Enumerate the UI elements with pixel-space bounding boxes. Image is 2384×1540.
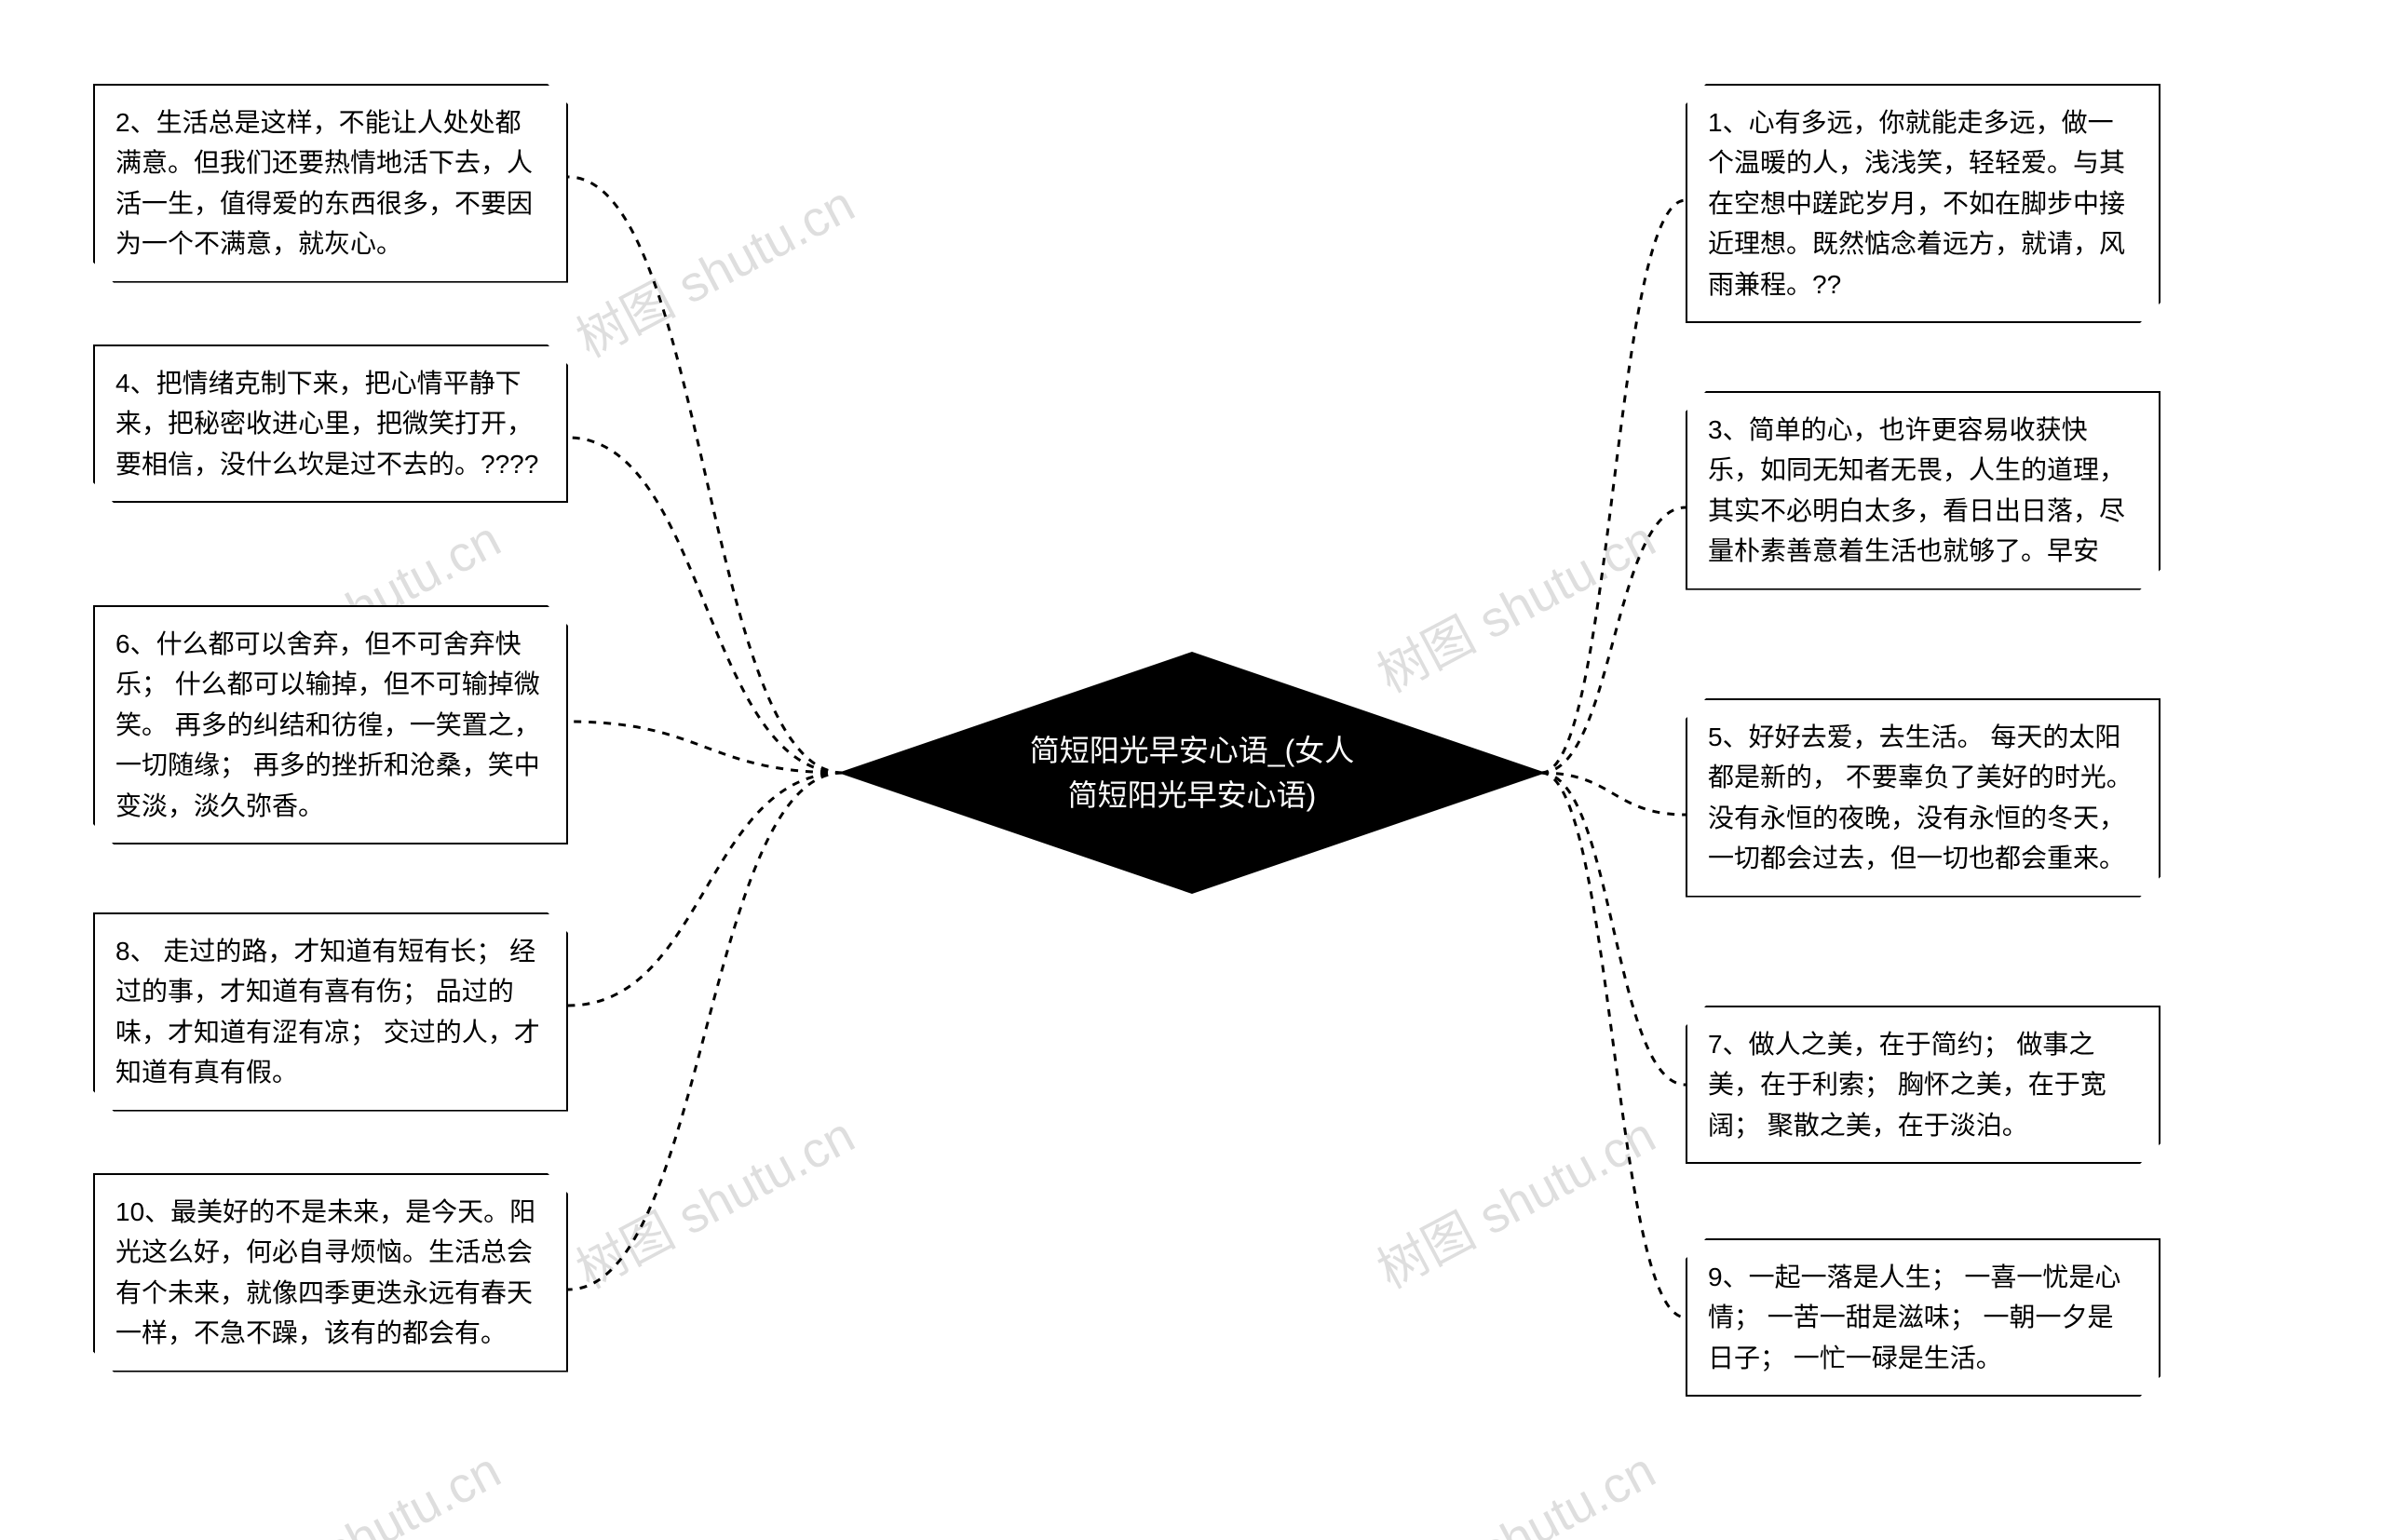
diamond-shape <box>838 652 1546 894</box>
leaf-node-4: 4、把情绪克制下来，把心情平静下来，把秘密收进心里，把微笑打开，要相信，没什么坎… <box>93 344 568 503</box>
watermark: 树图 shutu.cn <box>1362 1430 1666 1540</box>
leaf-node-9: 9、一起一落是人生； 一喜一忧是心情； 一苦一甜是滋味； 一朝一夕是日子； 一忙… <box>1686 1238 2160 1397</box>
leaf-node-2: 2、生活总是这样，不能让人处处都满意。但我们还要热情地活下去，人活一生，值得爱的… <box>93 84 568 283</box>
watermark: 树图 shutu.cn <box>562 1095 865 1303</box>
watermark: 树图 shutu.cn <box>1362 1095 1666 1303</box>
leaf-node-3: 3、简单的心，也许更容易收获快乐，如同无知者无畏，人生的道理，其实不必明白太多，… <box>1686 391 2160 590</box>
leaf-node-8: 8、 走过的路，才知道有短有长； 经过的事，才知道有喜有伤； 品过的味，才知道有… <box>93 912 568 1112</box>
leaf-node-7: 7、做人之美，在于简约； 做事之美，在于利索； 胸怀之美，在于宽阔； 聚散之美，… <box>1686 1006 2160 1164</box>
leaf-node-5: 5、好好去爱，去生活。 每天的太阳都是新的， 不要辜负了美好的时光。 没有永恒的… <box>1686 698 2160 898</box>
watermark: 树图 shutu.cn <box>208 1430 511 1540</box>
leaf-node-6: 6、什么都可以舍弃，但不可舍弃快乐； 什么都可以输掉，但不可输掉微笑。 再多的纠… <box>93 605 568 844</box>
leaf-node-1: 1、心有多远，你就能走多远，做一个温暖的人，浅浅笑，轻轻爱。与其在空想中蹉跎岁月… <box>1686 84 2160 323</box>
leaf-node-10: 10、最美好的不是未来，是今天。阳光这么好，何必自寻烦恼。生活总会有个未来，就像… <box>93 1173 568 1372</box>
watermark: 树图 shutu.cn <box>562 164 865 371</box>
mindmap-canvas: 树图 shutu.cn 树图 shutu.cn 树图 shutu.cn 树图 s… <box>0 0 2384 1540</box>
center-node: 简短阳光早安心语_(女人 简短阳光早安心语) <box>838 652 1546 894</box>
